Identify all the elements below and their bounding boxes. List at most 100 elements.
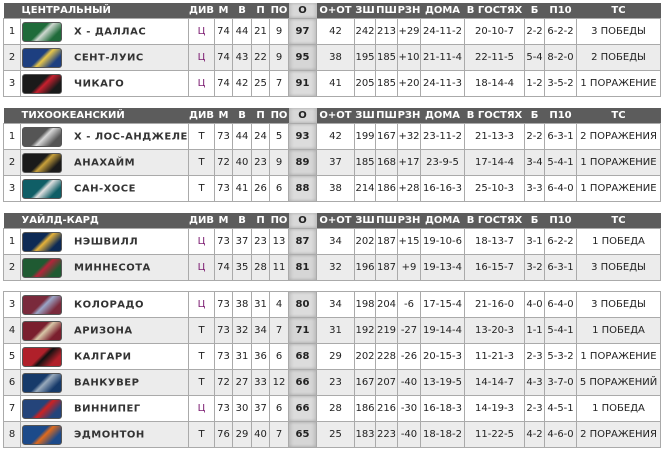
col-header-ga[interactable]: ПШ: [375, 213, 398, 229]
col-header-home[interactable]: ДОМА: [420, 3, 465, 19]
team-row[interactable]: 1 Х - ЛОС-АНДЖЕЛЕС Т 73 44 24 5 93 42 199 167 +32 23…: [3, 123, 661, 150]
team-row[interactable]: 3 ЧИКАГО Ц 74 42 25 7 91 41 205 185 +20 24-11-3 18-14…: [3, 70, 661, 97]
team-row[interactable]: 5 КАЛГАРИ Т 73 31 36 6 68 29 202 228 -26 20-15-3 11-2…: [3, 343, 661, 370]
col-header-w[interactable]: В: [232, 108, 252, 124]
col-header-so[interactable]: Б: [524, 213, 545, 229]
col-header-m[interactable]: М: [214, 213, 233, 229]
col-header-l[interactable]: П: [251, 3, 270, 19]
team-row[interactable]: 6 ВАНКУВЕР Т 72 27 33 12 66 23 167 207 -40 13-19-5 14…: [3, 369, 661, 396]
team-row[interactable]: 2 СЕНТ-ЛУИС Ц 74 43 22 9 95 38 195 185 +10 21-11-4 22…: [3, 44, 661, 71]
col-header-div[interactable]: ДИВ: [188, 3, 215, 19]
stat-wot: 23: [316, 369, 355, 396]
stat-div: Ц: [188, 254, 215, 281]
col-header-div[interactable]: ДИВ: [188, 108, 215, 124]
team-name[interactable]: САН-ХОСЕ: [74, 183, 136, 194]
team-cell[interactable]: НЭШВИЛЛ: [20, 228, 189, 255]
col-header-away[interactable]: В ГОСТЯХ: [464, 213, 525, 229]
col-header-home[interactable]: ДОМА: [420, 108, 465, 124]
col-header-w[interactable]: В: [232, 3, 252, 19]
col-header-div[interactable]: ДИВ: [188, 213, 215, 229]
team-row[interactable]: 7 ВИННИПЕГ Ц 73 30 37 6 66 28 186 216 -30 16-18-3 14-…: [3, 395, 661, 422]
col-header-ot[interactable]: ПО: [269, 3, 289, 19]
team-name[interactable]: АНАХАЙМ: [74, 157, 136, 168]
team-name[interactable]: КОЛОРАДО: [74, 299, 144, 310]
team-cell[interactable]: СЕНТ-ЛУИС: [20, 44, 189, 71]
col-header-gf[interactable]: ЗШ: [354, 3, 376, 19]
col-header-gf[interactable]: ЗШ: [354, 108, 376, 124]
team-cell[interactable]: САН-ХОСЕ: [20, 175, 189, 202]
col-header-away[interactable]: В ГОСТЯХ: [464, 108, 525, 124]
stat-m: 74: [214, 70, 233, 97]
col-header-so[interactable]: Б: [524, 108, 545, 124]
col-header-away[interactable]: В ГОСТЯХ: [464, 3, 525, 19]
stat-ga: 168: [375, 149, 398, 176]
team-row[interactable]: 3 САН-ХОСЕ Т 73 41 26 6 88 38 214 186 +28 16-16-3 25-…: [3, 175, 661, 202]
team-name[interactable]: МИННЕСОТА: [74, 262, 151, 273]
col-header-l10[interactable]: П10: [544, 213, 577, 229]
team-cell[interactable]: Х - ЛОС-АНДЖЕЛЕС: [20, 123, 189, 150]
col-header-so[interactable]: Б: [524, 3, 545, 19]
stat-away: 18-13-7: [464, 228, 525, 255]
team-cell[interactable]: Х - ДАЛЛАС: [20, 18, 189, 45]
team-row[interactable]: 1 НЭШВИЛЛ Ц 73 37 23 13 87 34 202 187 +15 19-10-6 18-…: [3, 228, 661, 255]
col-header-ga[interactable]: ПШ: [375, 108, 398, 124]
team-cell[interactable]: ВИННИПЕГ: [20, 395, 189, 422]
team-cell[interactable]: АНАХАЙМ: [20, 149, 189, 176]
team-row[interactable]: 2 МИННЕСОТА Ц 74 35 28 11 81 32 196 187 +9 19-13-4 16…: [3, 254, 661, 281]
col-header-l10[interactable]: П10: [544, 108, 577, 124]
team-row[interactable]: 2 АНАХАЙМ Т 72 40 23 9 89 37 185 168 +17 23-9-5 17-14…: [3, 149, 661, 176]
stat-w: 27: [232, 369, 252, 396]
stat-pts: 81: [288, 254, 317, 281]
col-header-l[interactable]: П: [251, 213, 270, 229]
team-name[interactable]: ЧИКАГО: [74, 78, 125, 89]
team-row[interactable]: 8 ЭДМОНТОН Т 76 29 40 7 65 25 183 223 -40 18-18-2 11-…: [3, 421, 661, 448]
col-header-l10[interactable]: П10: [544, 3, 577, 19]
team-name[interactable]: ВАНКУВЕР: [74, 377, 140, 388]
col-header-ga[interactable]: ПШ: [375, 3, 398, 19]
team-row[interactable]: 3 КОЛОРАДО Ц 73 38 31 4 80 34 198 204 -6 17-15-4 21-1…: [3, 291, 661, 318]
col-header-diff[interactable]: РЗН: [397, 3, 421, 19]
col-header-m[interactable]: М: [214, 108, 233, 124]
stat-gf: 202: [354, 343, 376, 370]
team-row[interactable]: 4 АРИЗОНА Т 73 32 34 7 71 31 192 219 -27 19-14-4 13-2…: [3, 317, 661, 344]
team-name[interactable]: АРИЗОНА: [74, 325, 133, 336]
team-name[interactable]: ЭДМОНТОН: [74, 429, 145, 440]
col-header-m[interactable]: М: [214, 3, 233, 19]
col-header-pts[interactable]: О: [288, 3, 317, 19]
team-cell[interactable]: КОЛОРАДО: [20, 291, 189, 318]
col-header-strk[interactable]: ТС: [576, 213, 661, 229]
col-header-gf[interactable]: ЗШ: [354, 213, 376, 229]
col-header-strk[interactable]: ТС: [576, 3, 661, 19]
team-name[interactable]: НЭШВИЛЛ: [74, 236, 139, 247]
team-name[interactable]: Х - ДАЛЛАС: [74, 26, 147, 37]
team-cell[interactable]: КАЛГАРИ: [20, 343, 189, 370]
stat-m: 74: [214, 18, 233, 45]
col-header-ot[interactable]: ПО: [269, 213, 289, 229]
stat-home: 19-10-6: [420, 228, 465, 255]
team-cell[interactable]: ЭДМОНТОН: [20, 421, 189, 448]
col-header-ot[interactable]: ПО: [269, 108, 289, 124]
team-name[interactable]: Х - ЛОС-АНДЖЕЛЕС: [74, 131, 189, 142]
col-header-strk[interactable]: ТС: [576, 108, 661, 124]
team-name[interactable]: ВИННИПЕГ: [74, 403, 141, 414]
col-header-wot[interactable]: О+ОТ: [316, 213, 355, 229]
stat-m: 74: [214, 254, 233, 281]
col-header-home[interactable]: ДОМА: [420, 213, 465, 229]
col-header-pts[interactable]: О: [288, 108, 317, 124]
col-header-wot[interactable]: О+ОТ: [316, 3, 355, 19]
col-header-l[interactable]: П: [251, 108, 270, 124]
team-cell[interactable]: МИННЕСОТА: [20, 254, 189, 281]
team-cell[interactable]: ЧИКАГО: [20, 70, 189, 97]
stat-pts: 66: [288, 369, 317, 396]
col-header-w[interactable]: В: [232, 213, 252, 229]
team-name[interactable]: КАЛГАРИ: [74, 351, 132, 362]
col-header-diff[interactable]: РЗН: [397, 213, 421, 229]
team-name[interactable]: СЕНТ-ЛУИС: [74, 52, 144, 63]
col-header-diff[interactable]: РЗН: [397, 108, 421, 124]
stat-gf: 196: [354, 254, 376, 281]
team-cell[interactable]: АРИЗОНА: [20, 317, 189, 344]
team-cell[interactable]: ВАНКУВЕР: [20, 369, 189, 396]
col-header-wot[interactable]: О+ОТ: [316, 108, 355, 124]
col-header-pts[interactable]: О: [288, 213, 317, 229]
